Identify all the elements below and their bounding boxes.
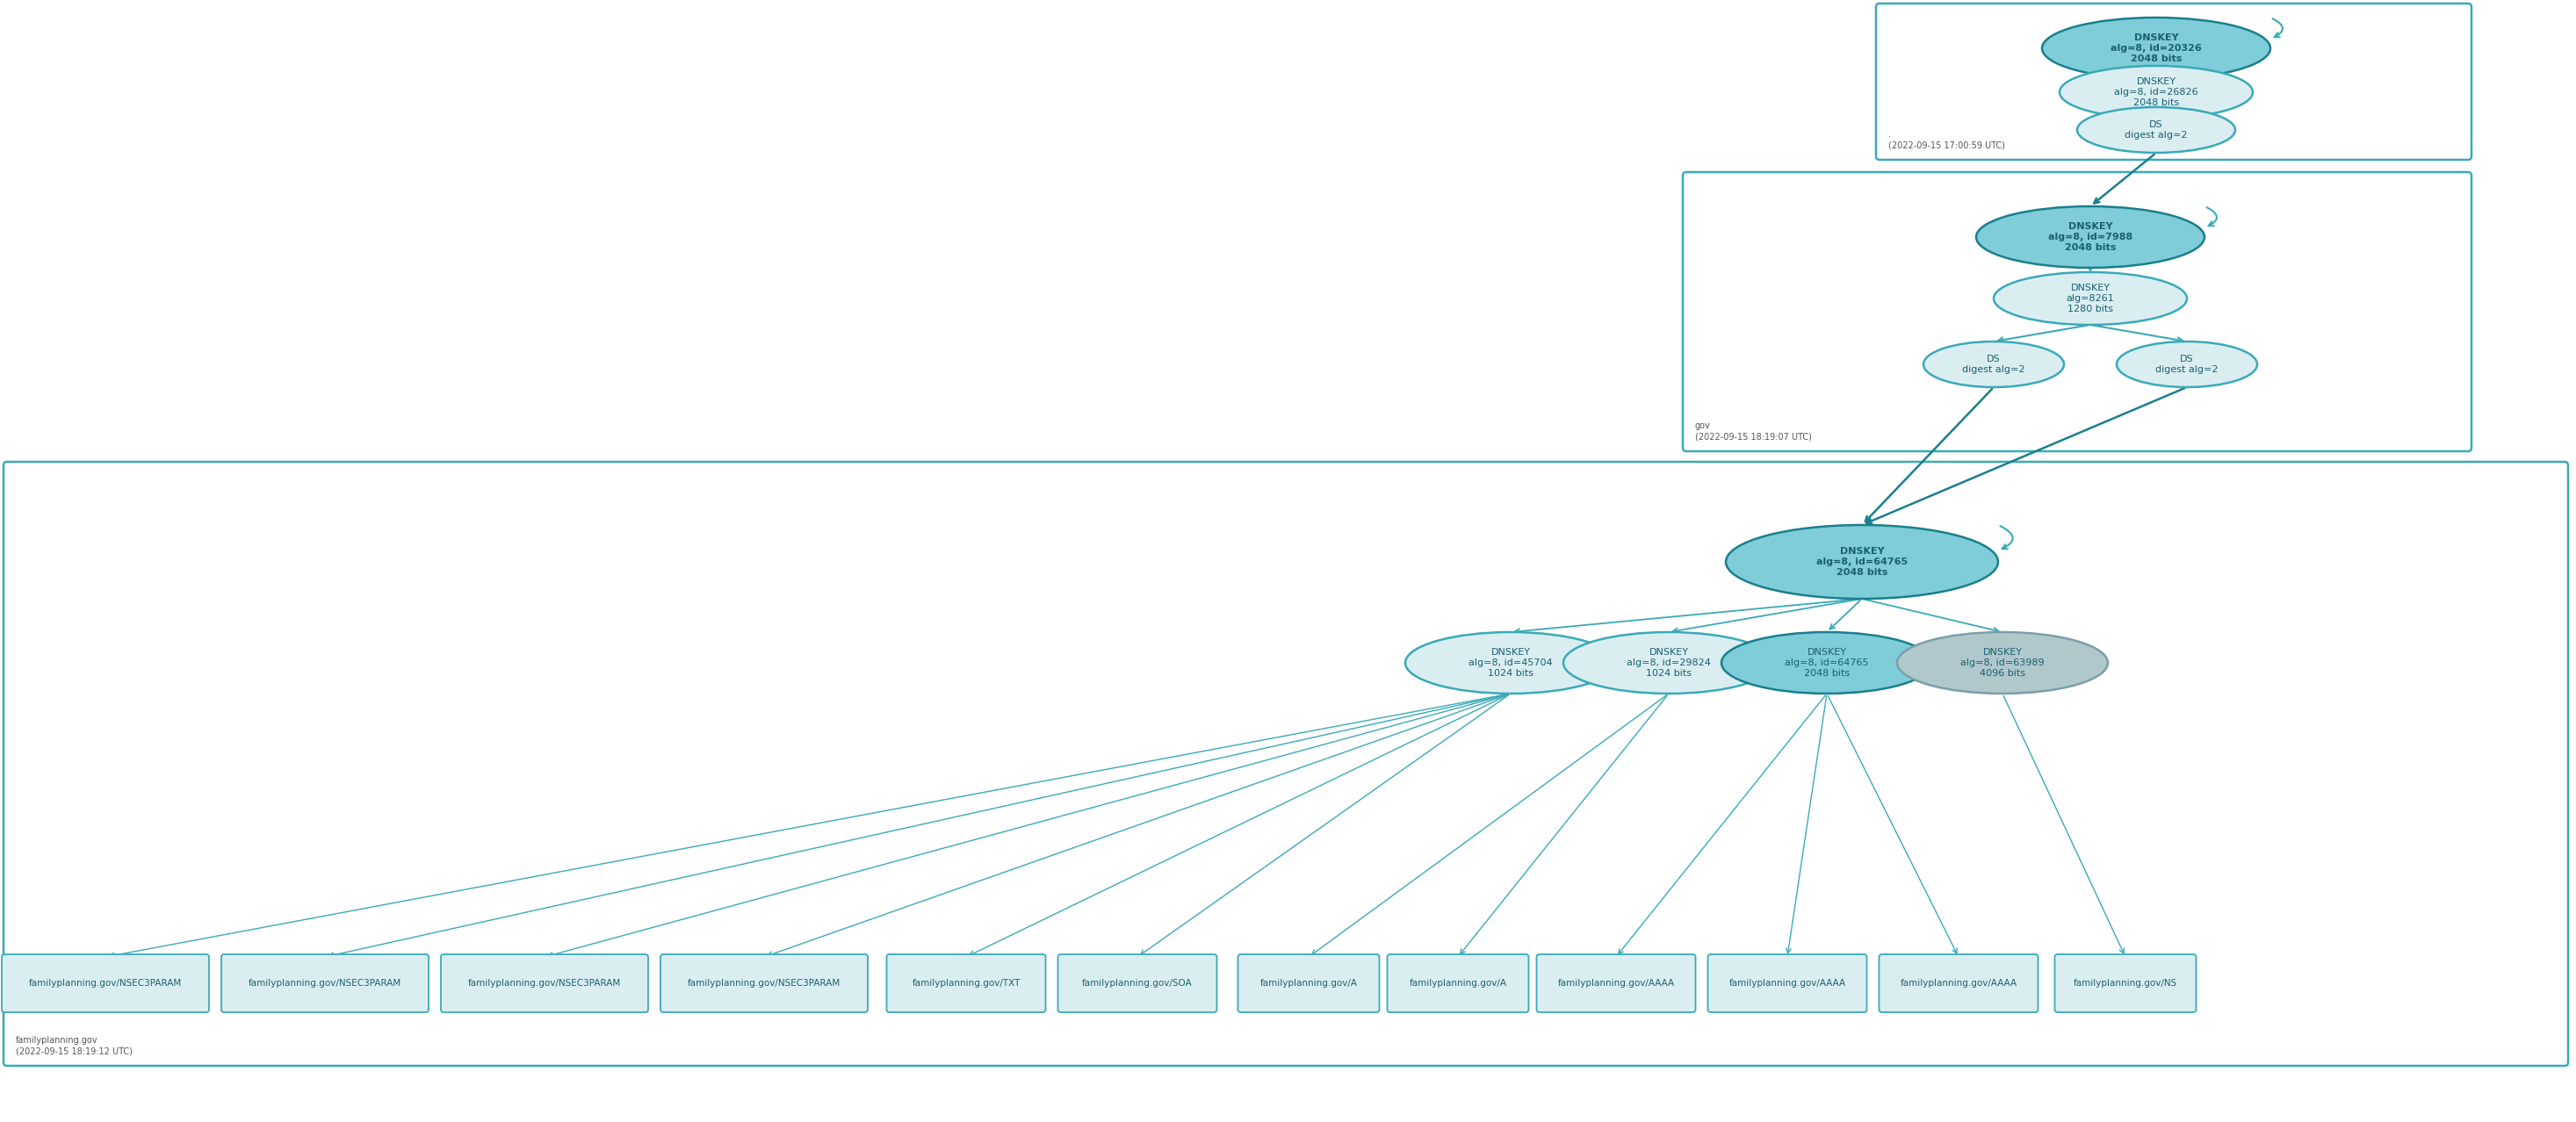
Ellipse shape	[1721, 632, 1932, 693]
FancyBboxPatch shape	[886, 955, 1046, 1012]
Text: DNSKEY
alg=8, id=63989
4096 bits: DNSKEY alg=8, id=63989 4096 bits	[1960, 647, 2045, 678]
Text: DS
digest alg=2: DS digest alg=2	[1963, 355, 2025, 374]
Text: familyplanning.gov/NSEC3PARAM: familyplanning.gov/NSEC3PARAM	[247, 978, 402, 987]
FancyBboxPatch shape	[440, 955, 649, 1012]
Text: DNSKEY
alg=8, id=20326
2048 bits: DNSKEY alg=8, id=20326 2048 bits	[2110, 33, 2202, 64]
Ellipse shape	[2076, 107, 2236, 153]
Text: familyplanning.gov/A: familyplanning.gov/A	[1260, 978, 1358, 987]
FancyBboxPatch shape	[1878, 955, 2038, 1012]
FancyBboxPatch shape	[1708, 955, 1868, 1012]
Ellipse shape	[1726, 525, 1999, 599]
Text: DNSKEY
alg=8, id=29824
1024 bits: DNSKEY alg=8, id=29824 1024 bits	[1625, 647, 1710, 678]
Text: .
(2022-09-15 17:00:59 UTC): . (2022-09-15 17:00:59 UTC)	[1888, 130, 2004, 149]
Ellipse shape	[2061, 66, 2254, 119]
Text: DNSKEY
alg=8, id=64765
2048 bits: DNSKEY alg=8, id=64765 2048 bits	[1785, 647, 1868, 678]
FancyBboxPatch shape	[1059, 955, 1216, 1012]
Text: familyplanning.gov
(2022-09-15 18:19:12 UTC): familyplanning.gov (2022-09-15 18:19:12 …	[15, 1037, 131, 1056]
Ellipse shape	[1564, 632, 1775, 693]
Text: DS
digest alg=2: DS digest alg=2	[2156, 355, 2218, 374]
Ellipse shape	[1976, 206, 2205, 268]
Text: familyplanning.gov/NSEC3PARAM: familyplanning.gov/NSEC3PARAM	[28, 978, 183, 987]
Text: familyplanning.gov/A: familyplanning.gov/A	[1409, 978, 1507, 987]
Text: DS
digest alg=2: DS digest alg=2	[2125, 120, 2187, 140]
FancyBboxPatch shape	[1682, 172, 2470, 451]
FancyBboxPatch shape	[1388, 955, 1528, 1012]
Ellipse shape	[1896, 632, 2107, 693]
Text: gov
(2022-09-15 18:19:07 UTC): gov (2022-09-15 18:19:07 UTC)	[1695, 422, 1811, 441]
Text: familyplanning.gov/NSEC3PARAM: familyplanning.gov/NSEC3PARAM	[469, 978, 621, 987]
FancyBboxPatch shape	[659, 955, 868, 1012]
Ellipse shape	[1924, 341, 2063, 387]
FancyBboxPatch shape	[1239, 955, 1378, 1012]
Ellipse shape	[2043, 18, 2269, 79]
Text: DNSKEY
alg=8261
1280 bits: DNSKEY alg=8261 1280 bits	[2066, 283, 2115, 314]
FancyBboxPatch shape	[2056, 955, 2197, 1012]
Text: familyplanning.gov/AAAA: familyplanning.gov/AAAA	[1558, 978, 1674, 987]
Text: familyplanning.gov/TXT: familyplanning.gov/TXT	[912, 978, 1020, 987]
Ellipse shape	[1406, 632, 1615, 693]
Text: DNSKEY
alg=8, id=45704
1024 bits: DNSKEY alg=8, id=45704 1024 bits	[1468, 647, 1553, 678]
FancyBboxPatch shape	[1535, 955, 1695, 1012]
FancyBboxPatch shape	[1875, 3, 2470, 159]
Text: familyplanning.gov/AAAA: familyplanning.gov/AAAA	[1901, 978, 2017, 987]
Text: DNSKEY
alg=8, id=7988
2048 bits: DNSKEY alg=8, id=7988 2048 bits	[2048, 222, 2133, 252]
FancyBboxPatch shape	[3, 955, 209, 1012]
Text: familyplanning.gov/AAAA: familyplanning.gov/AAAA	[1728, 978, 1847, 987]
FancyBboxPatch shape	[222, 955, 428, 1012]
Text: familyplanning.gov/SOA: familyplanning.gov/SOA	[1082, 978, 1193, 987]
Ellipse shape	[1994, 273, 2187, 325]
Text: familyplanning.gov/NSEC3PARAM: familyplanning.gov/NSEC3PARAM	[688, 978, 840, 987]
Ellipse shape	[2117, 341, 2257, 387]
Text: DNSKEY
alg=8, id=26826
2048 bits: DNSKEY alg=8, id=26826 2048 bits	[2115, 77, 2197, 108]
FancyBboxPatch shape	[3, 462, 2568, 1066]
Text: DNSKEY
alg=8, id=64765
2048 bits: DNSKEY alg=8, id=64765 2048 bits	[1816, 546, 1909, 577]
Text: familyplanning.gov/NS: familyplanning.gov/NS	[2074, 978, 2177, 987]
